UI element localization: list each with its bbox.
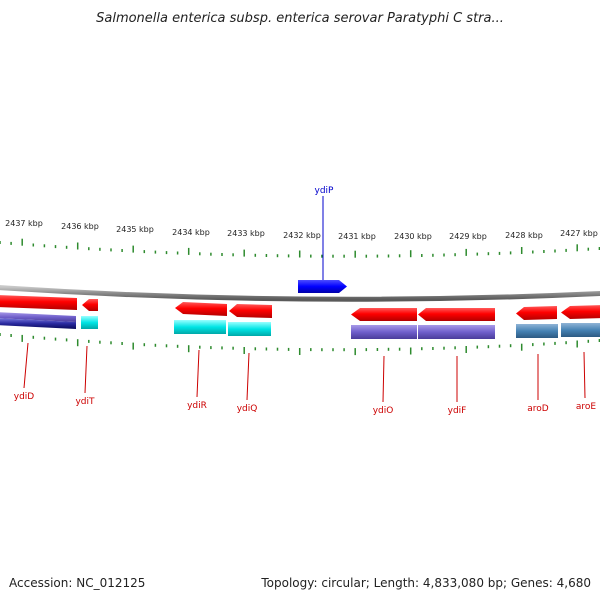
map-title: Salmonella enterica subsp. enterica sero… xyxy=(96,11,504,26)
inner-scale-ticks xyxy=(0,333,600,356)
gene-label: aroE xyxy=(576,402,597,412)
outer-scale-ticks xyxy=(0,238,600,258)
gene-label: ydiD xyxy=(14,392,35,402)
gene-label: ydiQ xyxy=(237,404,258,414)
gene-label: aroD xyxy=(527,404,549,414)
gene-label: ydiR xyxy=(187,401,207,411)
scale-label: 2437 kbp xyxy=(5,219,43,228)
accession-text: Accession: NC_012125 xyxy=(9,576,145,590)
scale-label: 2427 kbp xyxy=(560,229,598,238)
gene-aroD[interactable]: aroD xyxy=(516,306,558,414)
gene-label: ydiO xyxy=(373,406,394,416)
scale-label: 2433 kbp xyxy=(227,229,265,238)
gene-ydiF[interactable]: ydiF xyxy=(418,308,495,416)
gene-label: ydiF xyxy=(448,406,467,416)
gene-ydiO[interactable]: ydiO xyxy=(351,308,417,416)
gene-ydiP[interactable]: ydiP xyxy=(298,186,347,293)
genome-backbone xyxy=(0,285,600,302)
topology-summary: Topology: circular; Length: 4,833,080 bp… xyxy=(260,576,591,590)
gene-ydiT[interactable]: ydiT xyxy=(75,299,98,407)
gene-ydiR[interactable]: ydiR xyxy=(174,302,227,411)
gene-aroE[interactable]: aroE xyxy=(561,305,600,412)
scale-label: 2432 kbp xyxy=(283,231,321,240)
gene-ydiQ[interactable]: ydiQ xyxy=(228,304,272,414)
scale-label: 2428 kbp xyxy=(505,231,543,240)
gene-label: ydiT xyxy=(75,397,95,407)
gene-ydiD[interactable]: ydiD xyxy=(0,295,77,402)
scale-label: 2431 kbp xyxy=(338,232,376,241)
scale-label: 2430 kbp xyxy=(394,232,432,241)
gene-label: ydiP xyxy=(315,186,335,196)
scale-label: 2436 kbp xyxy=(61,222,99,231)
scale-labels: 2437 kbp 2436 kbp 2435 kbp 2434 kbp 2433… xyxy=(5,219,598,241)
scale-label: 2429 kbp xyxy=(449,232,487,241)
scale-label: 2435 kbp xyxy=(116,225,154,234)
scale-label: 2434 kbp xyxy=(172,228,210,237)
